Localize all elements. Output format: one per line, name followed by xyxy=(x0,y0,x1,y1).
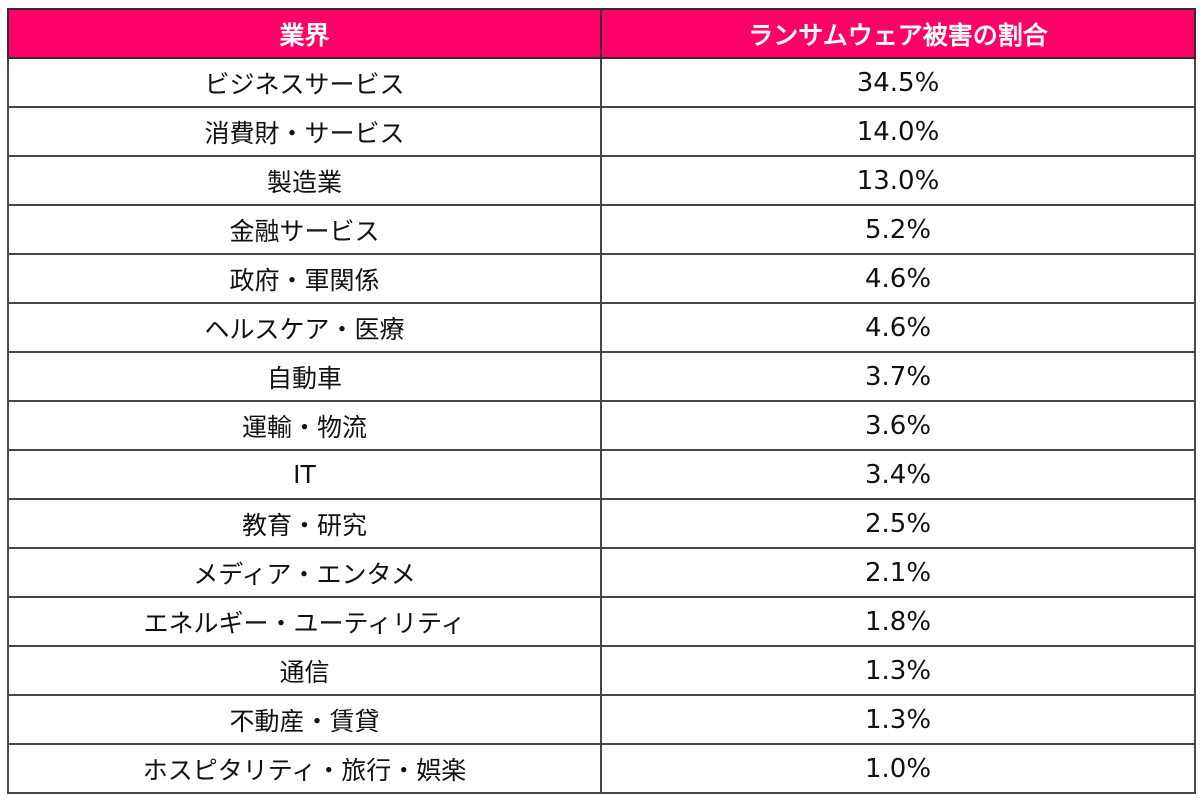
industry-cell: ビジネスサービス xyxy=(7,57,602,108)
share-cell: 2.5% xyxy=(600,498,1196,549)
share-cell: 1.3% xyxy=(600,645,1196,696)
table-row: 運輸・物流 3.6% xyxy=(7,400,1196,451)
share-cell: 3.4% xyxy=(600,449,1196,500)
share-cell: 4.6% xyxy=(600,302,1196,353)
industry-cell: 自動車 xyxy=(7,351,602,402)
table-row: 通信 1.3% xyxy=(7,645,1196,696)
column-header-industry: 業界 xyxy=(7,8,602,59)
share-cell: 13.0% xyxy=(600,155,1196,206)
ransomware-industry-table: 業界 ランサムウェア被害の割合 ビジネスサービス 34.5% 消費財・サービス … xyxy=(7,8,1196,794)
table-row: 製造業 13.0% xyxy=(7,155,1196,206)
industry-cell: 運輸・物流 xyxy=(7,400,602,451)
table-header-row: 業界 ランサムウェア被害の割合 xyxy=(7,8,1196,59)
industry-cell: 政府・軍関係 xyxy=(7,253,602,304)
table-row: 消費財・サービス 14.0% xyxy=(7,106,1196,157)
table-row: エネルギー・ユーティリティ 1.8% xyxy=(7,596,1196,647)
table-row: 政府・軍関係 4.6% xyxy=(7,253,1196,304)
share-cell: 14.0% xyxy=(600,106,1196,157)
industry-cell: 消費財・サービス xyxy=(7,106,602,157)
share-cell: 34.5% xyxy=(600,57,1196,108)
industry-cell: ヘルスケア・医療 xyxy=(7,302,602,353)
table-row: ビジネスサービス 34.5% xyxy=(7,57,1196,108)
share-cell: 3.6% xyxy=(600,400,1196,451)
table-row: 不動産・賃貸 1.3% xyxy=(7,694,1196,745)
table-row: 自動車 3.7% xyxy=(7,351,1196,402)
table-row: メディア・エンタメ 2.1% xyxy=(7,547,1196,598)
share-cell: 1.0% xyxy=(600,743,1196,794)
share-cell: 1.8% xyxy=(600,596,1196,647)
industry-cell: 通信 xyxy=(7,645,602,696)
ransomware-industry-table-container: 業界 ランサムウェア被害の割合 ビジネスサービス 34.5% 消費財・サービス … xyxy=(7,8,1196,794)
table-row: ホスピタリティ・旅行・娯楽 1.0% xyxy=(7,743,1196,794)
industry-cell: 製造業 xyxy=(7,155,602,206)
share-cell: 5.2% xyxy=(600,204,1196,255)
column-header-ransomware-share: ランサムウェア被害の割合 xyxy=(600,8,1196,59)
table-row: 教育・研究 2.5% xyxy=(7,498,1196,549)
industry-cell: IT xyxy=(7,449,602,500)
industry-cell: エネルギー・ユーティリティ xyxy=(7,596,602,647)
table-row: ヘルスケア・医療 4.6% xyxy=(7,302,1196,353)
table-row: IT 3.4% xyxy=(7,449,1196,500)
industry-cell: 教育・研究 xyxy=(7,498,602,549)
table-row: 金融サービス 5.2% xyxy=(7,204,1196,255)
industry-cell: 不動産・賃貸 xyxy=(7,694,602,745)
share-cell: 3.7% xyxy=(600,351,1196,402)
industry-cell: ホスピタリティ・旅行・娯楽 xyxy=(7,743,602,794)
industry-cell: 金融サービス xyxy=(7,204,602,255)
share-cell: 2.1% xyxy=(600,547,1196,598)
share-cell: 4.6% xyxy=(600,253,1196,304)
industry-cell: メディア・エンタメ xyxy=(7,547,602,598)
share-cell: 1.3% xyxy=(600,694,1196,745)
